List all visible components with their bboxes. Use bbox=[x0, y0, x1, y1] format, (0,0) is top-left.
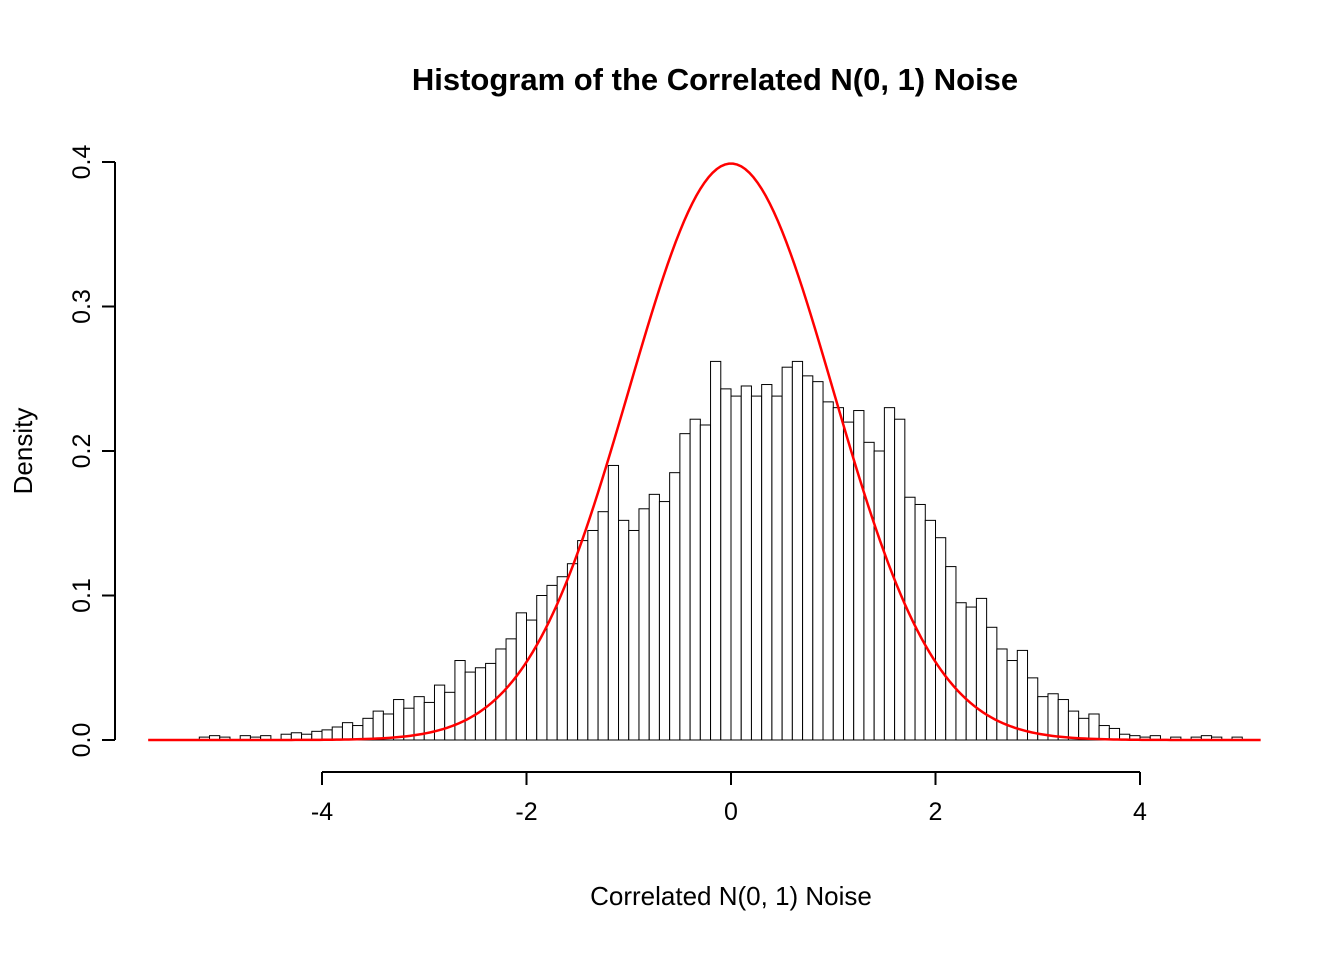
histogram-bar bbox=[1057, 699, 1069, 741]
histogram-bar bbox=[914, 503, 926, 741]
histogram-bar bbox=[699, 424, 712, 741]
histogram-bar bbox=[628, 529, 640, 741]
histogram-bar bbox=[454, 660, 466, 741]
y-tick-label: 0.1 bbox=[68, 578, 96, 613]
histogram-bar bbox=[331, 726, 343, 741]
y-tick-label: 0.0 bbox=[68, 723, 96, 758]
histogram-bar bbox=[832, 407, 844, 741]
histogram-bar bbox=[750, 395, 763, 741]
histogram-bar bbox=[781, 366, 793, 741]
histogram-bar bbox=[669, 472, 681, 741]
histogram-bar bbox=[1088, 713, 1100, 741]
histogram-bar bbox=[689, 418, 701, 741]
histogram-bar bbox=[638, 508, 650, 741]
histogram-bar bbox=[935, 537, 947, 741]
x-axis-label: Correlated N(0, 1) Noise bbox=[590, 881, 872, 911]
histogram-bar bbox=[812, 381, 824, 741]
y-tick-label: 0.2 bbox=[68, 434, 96, 469]
x-tick-label: -2 bbox=[515, 798, 537, 826]
x-tick-label: 2 bbox=[929, 798, 943, 826]
histogram-bar bbox=[526, 619, 538, 741]
histogram-bar bbox=[904, 496, 916, 741]
histogram-bar bbox=[505, 638, 517, 741]
histogram-bar bbox=[352, 725, 364, 741]
y-tick-label: 0.4 bbox=[68, 145, 96, 180]
y-axis-label: Density bbox=[8, 408, 38, 495]
histogram-bar bbox=[730, 395, 742, 741]
histogram-bar bbox=[986, 626, 998, 741]
histogram-bar bbox=[444, 691, 456, 741]
histogram-bar bbox=[536, 595, 548, 741]
histogram-bar bbox=[1078, 717, 1090, 741]
histogram-bar bbox=[761, 384, 773, 741]
x-tick-label: 0 bbox=[724, 798, 738, 826]
histogram-bar bbox=[1067, 710, 1080, 741]
histogram-bar bbox=[822, 401, 834, 741]
histogram-bar bbox=[587, 529, 599, 741]
histogram-bar bbox=[362, 717, 374, 741]
histogram-bar bbox=[894, 418, 906, 741]
histogram-bar bbox=[618, 519, 630, 741]
histogram-bar bbox=[658, 501, 671, 741]
histogram-bar bbox=[597, 511, 609, 741]
histogram-bar bbox=[341, 722, 354, 741]
histogram-bar bbox=[791, 360, 804, 741]
histogram-bar bbox=[679, 433, 691, 741]
histogram-bar bbox=[1016, 649, 1029, 741]
histogram-bar bbox=[802, 375, 814, 741]
histogram-bar bbox=[863, 441, 875, 741]
histogram-bar bbox=[771, 395, 783, 741]
histogram-bar bbox=[955, 602, 967, 741]
histogram-bar bbox=[1047, 693, 1059, 741]
histogram-bar bbox=[474, 667, 487, 741]
histogram-bars bbox=[198, 360, 1243, 741]
histogram-bar bbox=[924, 519, 937, 741]
histogram-bar bbox=[464, 671, 476, 741]
histogram-bar bbox=[996, 648, 1008, 741]
histogram-bar bbox=[740, 385, 752, 741]
histogram-bar bbox=[853, 410, 865, 741]
histogram-bar bbox=[965, 606, 977, 741]
histogram-bar bbox=[372, 710, 384, 741]
histogram-bar bbox=[720, 388, 732, 741]
histogram-bar bbox=[873, 450, 885, 741]
histogram-bar bbox=[648, 493, 660, 741]
y-tick-label: 0.3 bbox=[68, 289, 96, 324]
x-axis: -4 -2 0 2 4 bbox=[311, 771, 1147, 826]
normal-density-curve bbox=[148, 162, 1261, 742]
histogram-bar bbox=[566, 563, 579, 741]
histogram-bar bbox=[577, 540, 589, 741]
chart-title: Histogram of the Correlated N(0, 1) Nois… bbox=[412, 62, 1018, 97]
histogram-bar bbox=[393, 699, 405, 741]
histogram-bar bbox=[945, 566, 957, 741]
histogram-bar bbox=[607, 464, 620, 741]
histogram-bar bbox=[382, 713, 395, 741]
y-axis: 0.0 0.1 0.2 0.3 0.4 bbox=[68, 145, 116, 758]
x-tick-label: -4 bbox=[311, 798, 333, 826]
histogram-bar bbox=[975, 597, 988, 741]
histogram-bar bbox=[1098, 725, 1110, 741]
x-tick-label: 4 bbox=[1133, 798, 1147, 826]
histogram-bar bbox=[842, 421, 855, 741]
histogram-bar bbox=[710, 360, 722, 741]
